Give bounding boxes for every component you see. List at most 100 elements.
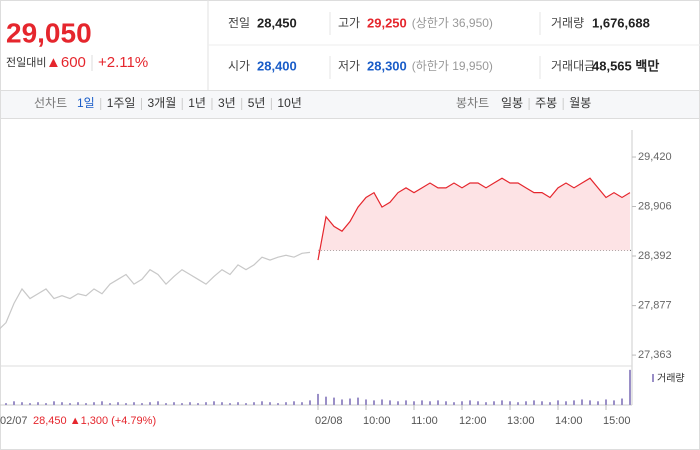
volume-bar: [77, 402, 79, 405]
stat-value: 28,400: [257, 58, 297, 73]
y-tick-label: 29,420: [638, 151, 672, 163]
volume-bar: [301, 402, 303, 405]
volume-bar: [557, 400, 559, 405]
tab-group-label: 봉차트: [456, 96, 489, 110]
stat-value: 1,676,688: [592, 15, 650, 30]
volume-bar: [349, 398, 351, 405]
volume-bar: [277, 403, 279, 405]
volume-bar: [245, 403, 247, 405]
stat-extra: (상한가 36,950): [412, 16, 493, 30]
change-pct: +2.11%: [98, 54, 148, 71]
volume-bar: [29, 403, 31, 405]
volume-bar: [565, 401, 567, 405]
volume-bar: [117, 402, 119, 405]
tab-group-label: 선차트: [34, 96, 67, 110]
volume-bar: [133, 402, 135, 405]
stat-value: 28,450: [257, 15, 297, 30]
volume-bar: [197, 403, 199, 405]
volume-bar: [493, 401, 495, 405]
volume-bar: [397, 401, 399, 405]
tab[interactable]: 3개월: [147, 96, 176, 110]
volume-bar: [461, 401, 463, 405]
stat-value: 29,250: [367, 15, 407, 30]
volume-bar: [101, 401, 103, 405]
stat-label: 거래량: [551, 16, 584, 30]
volume-bar: [149, 402, 151, 405]
stat-label: 저가: [338, 59, 360, 73]
volume-bar: [573, 400, 575, 405]
volume-bar: [405, 400, 407, 405]
tab[interactable]: 3년: [218, 96, 236, 110]
volume-bar: [501, 400, 503, 405]
stat-value: 28,300: [367, 58, 407, 73]
change: ▲600: [46, 54, 86, 71]
x-tick-label: 02/08: [315, 415, 343, 427]
annotation: 28,450 ▲1,300 (+4.79%): [33, 415, 156, 427]
volume-bar: [357, 397, 359, 405]
volume-bar: [517, 402, 519, 405]
stat-label: 전일: [228, 16, 250, 30]
tab[interactable]: 10년: [277, 96, 301, 110]
volume-bar: [45, 403, 47, 405]
volume-bar: [69, 403, 71, 405]
volume-bar: [53, 401, 55, 405]
volume-bar: [141, 403, 143, 405]
volume-bar: [469, 400, 471, 405]
volume-bar: [325, 396, 327, 405]
tab[interactable]: 5년: [248, 96, 266, 110]
volume-bar: [549, 402, 551, 405]
tab[interactable]: 월봉: [569, 96, 591, 110]
volume-bar: [293, 401, 295, 405]
volume-bar: [541, 401, 543, 405]
volume-bar: [421, 400, 423, 405]
volume-bar: [445, 401, 447, 405]
change-label: 전일대비: [6, 55, 46, 69]
x-tick-label: 14:00: [555, 415, 583, 427]
area-fill: [318, 178, 630, 261]
tab[interactable]: 1년: [188, 96, 206, 110]
volume-bar: [477, 401, 479, 405]
legend-swatch: [652, 374, 654, 382]
volume-bar: [85, 403, 87, 405]
volume-bar: [61, 402, 63, 405]
volume-bar: [453, 402, 455, 405]
volume-bar: [613, 400, 615, 405]
volume-bar: [589, 400, 591, 405]
tab[interactable]: 일봉: [501, 96, 523, 110]
volume-bar: [157, 401, 159, 405]
x-tick-label: 10:00: [363, 415, 391, 427]
volume-bar: [173, 402, 175, 405]
volume-bar: [373, 400, 375, 405]
volume-bar: [509, 401, 511, 405]
volume-bar: [13, 401, 15, 405]
tab[interactable]: 1일: [77, 96, 95, 110]
volume-bar: [621, 398, 623, 405]
volume-bar: [5, 403, 7, 405]
price-line: [0, 251, 311, 330]
x-tick-label: 02/07: [0, 415, 28, 427]
volume-bar: [93, 402, 95, 405]
volume-bar: [437, 400, 439, 405]
volume-bar: [525, 401, 527, 405]
stat-label: 고가: [338, 16, 360, 30]
price: 29,050: [6, 17, 92, 48]
volume-bar: [285, 402, 287, 405]
volume-bar: [485, 402, 487, 405]
volume-bar: [229, 403, 231, 405]
stat-label: 거래대금: [551, 59, 595, 73]
volume-bar: [389, 400, 391, 405]
volume-bar: [605, 399, 607, 405]
tab[interactable]: 1주일: [107, 96, 136, 110]
legend-label: 거래량: [657, 373, 685, 385]
volume-bar: [165, 403, 167, 405]
x-tick-label: 11:00: [411, 415, 438, 427]
volume-bar: [629, 369, 631, 405]
tab[interactable]: 주봉: [535, 96, 557, 110]
volume-bar: [253, 402, 255, 405]
x-tick-label: 12:00: [459, 415, 487, 427]
volume-bar: [125, 403, 127, 405]
stat-extra: (하한가 19,950): [412, 59, 493, 73]
volume-bar: [189, 402, 191, 405]
volume-bar: [261, 401, 263, 405]
